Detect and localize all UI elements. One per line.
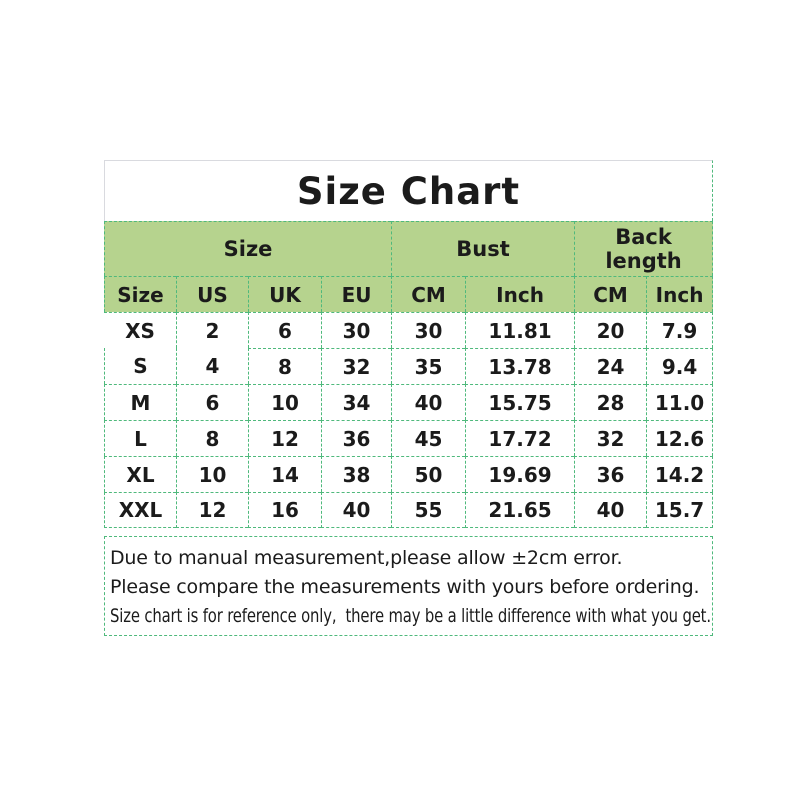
cell-us: 12 — [176, 492, 248, 528]
page-title: Size Chart — [296, 169, 521, 213]
cell-us: 6 — [176, 384, 248, 420]
cell-back-inch: 7.9 — [646, 312, 714, 348]
cell-bust-inch: 17.72 — [465, 420, 575, 456]
cell-uk: 6 — [248, 312, 321, 348]
cell-bust-inch: 21.65 — [465, 492, 575, 528]
cell-bust-cm: 35 — [391, 348, 466, 384]
cell-size: XS — [104, 312, 176, 348]
cell-us: 8 — [176, 420, 248, 456]
cell-eu: 32 — [321, 348, 392, 384]
cell-back-inch: 11.0 — [646, 384, 714, 420]
disclaimer-box: Due to manual measurement,please allow ±… — [104, 536, 713, 636]
group-header-bust: Bust — [391, 221, 575, 276]
cell-back-inch: 14.2 — [646, 456, 714, 492]
cell-back-cm: 40 — [574, 492, 647, 528]
cell-us: 4 — [176, 348, 248, 384]
cell-bust-inch: 13.78 — [465, 348, 575, 384]
cell-back-inch: 15.7 — [646, 492, 714, 528]
cell-back-cm: 32 — [574, 420, 647, 456]
column-header-uk: UK — [248, 276, 321, 312]
cell-bust-cm: 50 — [391, 456, 466, 492]
cell-eu: 30 — [321, 312, 392, 348]
table-row-xl: XL 10 14 38 50 19.69 36 14.2 — [104, 456, 714, 492]
cell-back-cm: 24 — [574, 348, 647, 384]
size-chart: Size Chart Size Bust Back length Size US… — [104, 160, 714, 636]
table-row-xs: XS 2 6 30 30 11.81 20 7.9 — [104, 312, 714, 348]
cell-eu: 40 — [321, 492, 392, 528]
size-chart-title-box: Size Chart — [104, 160, 713, 221]
cell-us: 10 — [176, 456, 248, 492]
cell-uk: 8 — [248, 348, 321, 384]
cell-uk: 12 — [248, 420, 321, 456]
cell-size: L — [104, 420, 176, 456]
cell-bust-cm: 55 — [391, 492, 466, 528]
cell-bust-inch: 19.69 — [465, 456, 575, 492]
cell-back-cm: 36 — [574, 456, 647, 492]
table-row-m: M 6 10 34 40 15.75 28 11.0 — [104, 384, 714, 420]
cell-uk: 16 — [248, 492, 321, 528]
disclaimer-line-1: Due to manual measurement,please allow ±… — [110, 547, 623, 569]
cell-eu: 38 — [321, 456, 392, 492]
column-header-eu: EU — [321, 276, 392, 312]
cell-back-inch: 9.4 — [646, 348, 714, 384]
cell-back-inch: 12.6 — [646, 420, 714, 456]
cell-uk: 10 — [248, 384, 321, 420]
cell-bust-cm: 30 — [391, 312, 466, 348]
cell-bust-cm: 40 — [391, 384, 466, 420]
size-table: Size Bust Back length Size US UK EU CM I… — [104, 221, 714, 528]
cell-size: XXL — [104, 492, 176, 528]
cell-bust-cm: 45 — [391, 420, 466, 456]
column-header-bust-inch: Inch — [465, 276, 575, 312]
cell-size: S — [104, 348, 176, 384]
group-header-size: Size — [104, 221, 392, 276]
column-header-size: Size — [104, 276, 176, 312]
cell-back-cm: 28 — [574, 384, 647, 420]
column-header-us: US — [176, 276, 248, 312]
column-header-back-cm: CM — [574, 276, 647, 312]
column-header-back-inch: Inch — [646, 276, 714, 312]
cell-bust-inch: 15.75 — [465, 384, 575, 420]
disclaimer-line-3: Size chart is for reference only, there … — [110, 605, 711, 627]
cell-uk: 14 — [248, 456, 321, 492]
table-column-header-row: Size US UK EU CM Inch CM Inch — [104, 276, 714, 312]
cell-eu: 36 — [321, 420, 392, 456]
table-row-s: S 4 8 32 35 13.78 24 9.4 — [104, 348, 714, 384]
table-row-l: L 8 12 36 45 17.72 32 12.6 — [104, 420, 714, 456]
cell-size: XL — [104, 456, 176, 492]
cell-bust-inch: 11.81 — [465, 312, 575, 348]
table-row-xxl: XXL 12 16 40 55 21.65 40 15.7 — [104, 492, 714, 528]
disclaimer-line-2: Please compare the measurements with you… — [110, 576, 700, 598]
table-group-header-row: Size Bust Back length — [104, 221, 714, 276]
cell-us: 2 — [176, 312, 248, 348]
group-header-back-length: Back length — [574, 221, 714, 276]
cell-eu: 34 — [321, 384, 392, 420]
cell-back-cm: 20 — [574, 312, 647, 348]
column-header-bust-cm: CM — [391, 276, 466, 312]
cell-size: M — [104, 384, 176, 420]
